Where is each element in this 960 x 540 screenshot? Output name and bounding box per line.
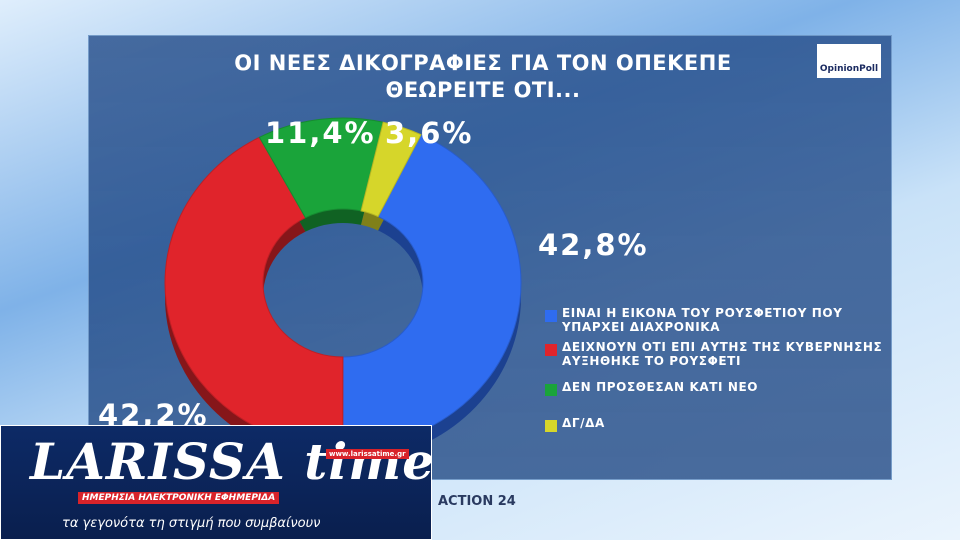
slogan: τα γεγονότα τη στιγμή που συμβαίνουν [62,516,321,531]
poll-logo: OpinionPoll [817,44,881,78]
legend-swatch [545,310,557,322]
site-url: www.larissatime.gr [326,449,409,459]
value-label: 42,8% [538,228,649,262]
watermark [0,425,432,540]
legend-label: ΔΕΝ ΠΡΟΣΘΕΣΑΝ ΚΑΤΙ ΝΕΟ [562,380,759,394]
value-label: 11,4% [265,116,376,150]
tagline: ΗΜΕΡΗΣΙΑ ΗΛΕΚΤΡΟΝΙΚΗ ΕΦΗΜΕΡΙΔΑ [78,492,280,504]
legend-label: ΔΓ/ΔΑ [562,416,605,430]
legend-swatch [545,420,557,432]
slice [360,121,422,218]
legend-swatch [545,344,557,356]
site-name: LARISSA time [30,432,436,491]
legend-label: ΔΕΙΧΝΟΥΝ ΟΤΙ ΕΠΙ ΑΥΤΗΣ ΤΗΣ ΚΥΒΕΡΝΗΣΗΣ ΑΥ… [562,340,883,368]
legend-label: ΕΙΝΑΙ Η ΕΙΚΟΝΑ ΤΟΥ ΡΟΥΣΦΕΤΙΟΥ ΠΟΥ ΥΠΑΡΧΕ… [562,306,843,334]
slice [164,136,344,449]
value-label: 3,6% [385,116,474,150]
channel-logo: ACTION 24 [438,494,516,509]
chart-title: ΟΙ ΝΕΕΣ ΔΙΚΟΓΡΑΦΙΕΣ ΓΙΑ ΤΟΝ ΟΠΕΚΕΠΕ ΘΕΩΡ… [234,51,732,102]
legend-swatch [545,384,557,396]
